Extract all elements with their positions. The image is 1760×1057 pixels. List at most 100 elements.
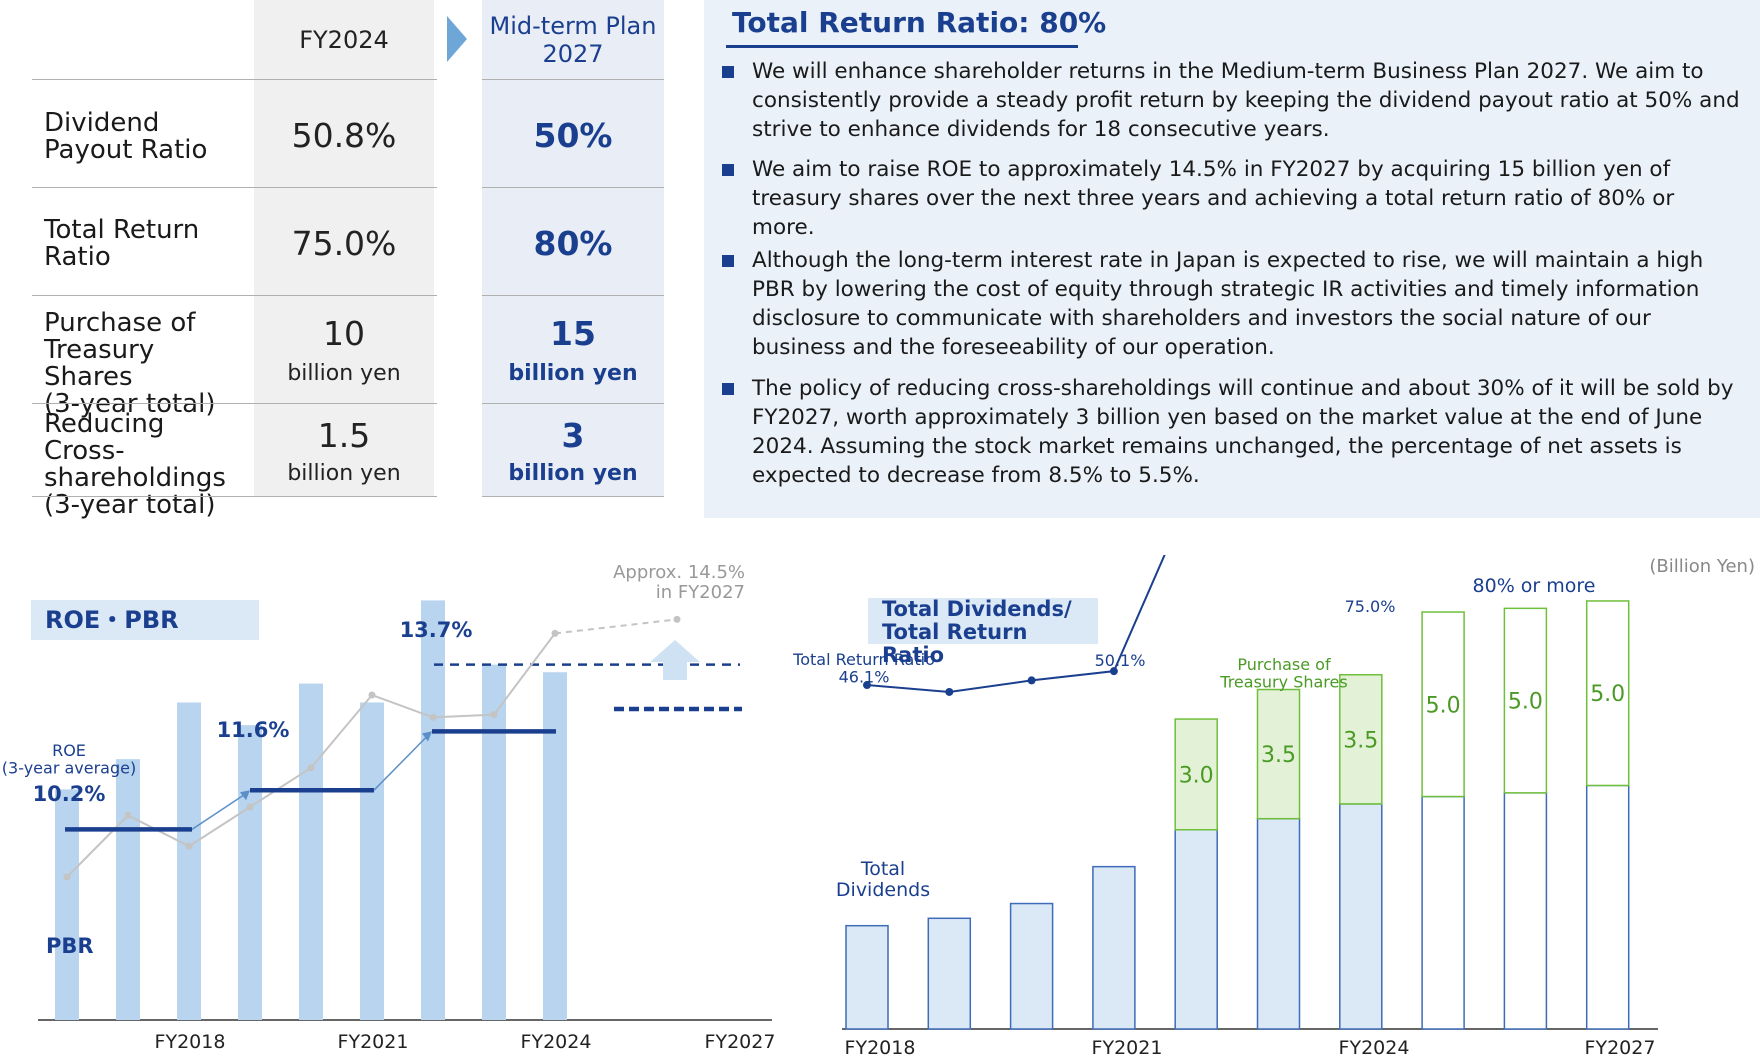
treasury-shares-value-label: 3.5 — [1261, 743, 1296, 768]
total-dividends-bar — [1585, 784, 1630, 1030]
treasury-shares-label: Purchase of Treasury Shares — [1219, 655, 1347, 692]
treasury-shares-bar — [1174, 718, 1218, 831]
value-plan-dividend-payout: 50% — [533, 116, 613, 155]
treasury-shares-value-label: 3.5 — [1343, 728, 1378, 753]
x-tick-label: FY2018 — [845, 1037, 916, 1055]
policy-bullet-1: We will enhance shareholder returns in t… — [752, 59, 1740, 142]
unit-fy-cross-shareholdings: billion yen — [287, 461, 401, 486]
table-divider — [482, 187, 664, 188]
total-return-ratio-point — [1027, 676, 1036, 685]
policy-title-underline — [726, 45, 1078, 48]
roe-connector-arrowhead — [240, 790, 250, 801]
roe-plan-label: Approx. 14.5% in FY2027 — [613, 562, 745, 603]
treasury-shares-value-label: 5.0 — [1508, 690, 1543, 715]
pbr-bar — [299, 683, 323, 1020]
roe-annual-point — [246, 803, 254, 811]
unit-plan-treasury-shares: billion yen — [508, 361, 638, 386]
roe-annual-point — [368, 691, 376, 699]
table-divider — [32, 295, 437, 296]
roe-annual-point — [124, 811, 132, 819]
pbr-bar — [177, 702, 201, 1020]
total-dividends-bar — [927, 917, 972, 1030]
square-bullet-icon — [722, 383, 734, 395]
square-bullet-icon — [722, 164, 734, 176]
cell-plan-dividend-payout: 50% — [482, 80, 664, 187]
table-divider — [32, 496, 437, 497]
total-dividends-bar — [1503, 792, 1548, 1030]
roe-value-label: 13.7% — [400, 618, 473, 642]
x-tick-label: FY2024 — [1339, 1037, 1410, 1055]
pbr-bar — [238, 725, 262, 1020]
cell-fy-total-return: 75.0% — [254, 188, 434, 295]
cell-fy-dividend-payout: 50.8% — [254, 80, 434, 187]
table-divider — [482, 403, 664, 404]
chart-roe-pbr-title: ROE・PBR — [31, 600, 259, 640]
cell-plan-total-return: 80% — [482, 188, 664, 295]
x-tick-label: FY2018 — [155, 1031, 226, 1053]
total-dividends-bar — [1339, 803, 1383, 1030]
unit-fy-treasury-shares: billion yen — [287, 361, 401, 386]
dividends-return-chart: 3.0 3.5 3.5 5.0 5.0 5.0 Total Dividends Purchase… — [792, 555, 1755, 1055]
row-label-treasury-shares: Purchase of Treasury Shares (3-year tota… — [44, 308, 216, 419]
roe-annual-point — [429, 713, 437, 721]
total-dividends-bar — [1092, 865, 1136, 1030]
roe-annual-point — [551, 629, 559, 637]
x-tick-label: FY2021 — [338, 1031, 409, 1053]
total-dividends-bar — [1174, 828, 1218, 1030]
value-fy-treasury-shares: 10 — [323, 314, 365, 353]
roe-annual-point — [307, 764, 315, 772]
pbr-bar — [360, 702, 384, 1020]
total-return-ratio-point — [945, 687, 954, 696]
value-plan-total-return: 80% — [533, 224, 613, 263]
treasury-shares-value-label: 5.0 — [1426, 693, 1461, 718]
cell-plan-cross-shareholdings: 3 billion yen — [482, 404, 664, 496]
total-return-ratio-point — [1109, 667, 1118, 676]
table-divider — [32, 187, 437, 188]
roe-annual-point — [185, 842, 193, 850]
row-label-cross-shareholdings: Reducing Cross- shareholdings (3-year to… — [44, 409, 226, 520]
total-dividends-bar — [1256, 817, 1301, 1030]
x-tick-label: FY2024 — [521, 1031, 592, 1053]
pbr-bar — [421, 600, 445, 1020]
pbr-bar — [116, 759, 140, 1020]
policy-title: Total Return Ratio: 80% — [732, 6, 1107, 39]
total-dividends-bar — [1009, 902, 1054, 1030]
row-label-dividend-payout: Dividend Payout Ratio — [44, 108, 208, 165]
treasury-shares-bar — [1585, 600, 1630, 787]
roe-pbr-chart: PBR ROE (3-year average) 10.2% 11.6% 13.7% App… — [2, 562, 776, 1053]
roe-connector — [191, 793, 246, 831]
value-fy-dividend-payout: 50.8% — [291, 116, 397, 155]
policy-bullet-3: Although the long-term interest rate in … — [752, 248, 1704, 360]
policy-bullet-4: The policy of reducing cross-shareholdin… — [752, 376, 1734, 488]
header-midterm-plan-text: Mid-term Plan 2027 — [489, 11, 657, 68]
total-dividends-bar — [1421, 795, 1465, 1030]
unit-plan-cross-shareholdings: billion yen — [508, 461, 638, 486]
table-divider — [32, 403, 437, 404]
policy-bullet-2: We aim to raise ROE to approximately 14.… — [752, 157, 1675, 240]
header-midterm-plan: Mid-term Plan 2027 — [482, 0, 664, 79]
treasury-shares-bar — [1421, 611, 1465, 798]
pbr-label: PBR — [46, 934, 94, 958]
pbr-bar — [543, 672, 567, 1020]
roe-annual-projection — [554, 618, 678, 635]
roe-annual-point — [63, 873, 71, 881]
unit-label: (Billion Yen) — [1649, 556, 1755, 577]
value-plan-cross-shareholdings: 3 — [561, 416, 585, 455]
header-fy2024-text: FY2024 — [299, 25, 389, 54]
roe-connector — [373, 734, 429, 791]
total-dividends-label: Total Dividends — [836, 858, 930, 901]
roe-annual-point — [673, 615, 681, 623]
roe-value-label: 11.6% — [217, 718, 290, 742]
total-return-ratio-label: Total Return Ratio 46.1% — [792, 650, 935, 687]
table-divider — [482, 295, 664, 296]
treasury-shares-bar — [1339, 674, 1383, 805]
table-divider — [32, 79, 437, 80]
total-return-ratio-label: 50.1% — [1095, 651, 1146, 670]
treasury-shares-value-label: 5.0 — [1590, 682, 1625, 707]
header-fy2024: FY2024 — [254, 0, 434, 79]
roe-annual-point — [490, 711, 498, 719]
treasury-shares-bar — [1503, 607, 1548, 794]
pbr-bar — [55, 789, 79, 1020]
policy-panel — [704, 0, 1760, 518]
treasury-shares-bar — [1256, 688, 1301, 820]
